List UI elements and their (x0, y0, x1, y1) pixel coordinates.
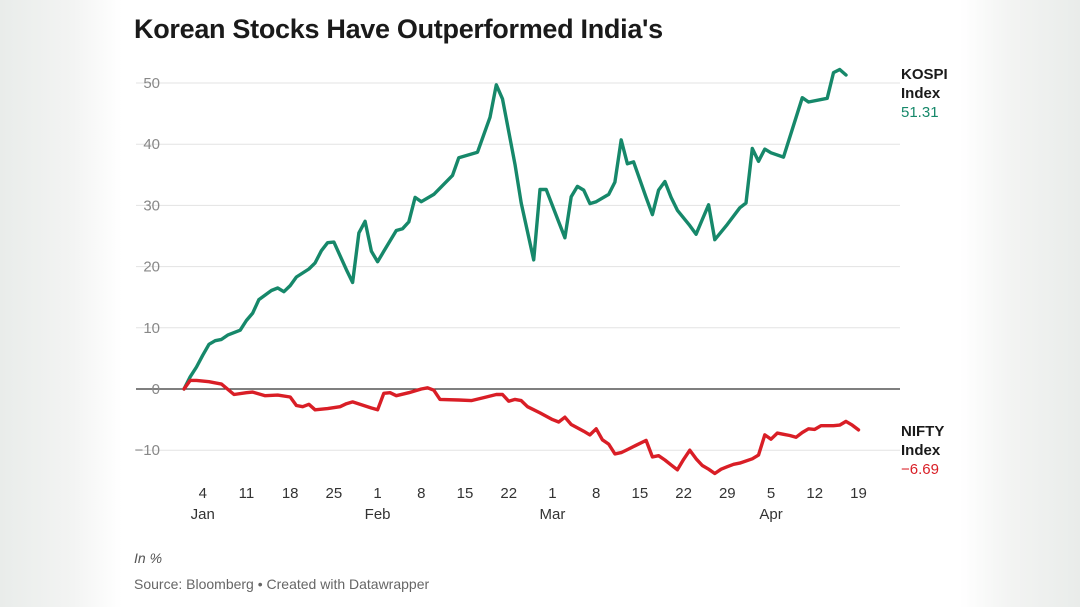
y-tick-label: 10 (143, 320, 160, 337)
series-name-label: KOSPI (901, 66, 948, 83)
x-tick-label: 19 (850, 485, 867, 502)
x-tick-label: 29 (719, 485, 736, 502)
y-tick-label: 50 (143, 75, 160, 92)
source-credit: Source: Bloomberg • Created with Datawra… (134, 576, 430, 592)
x-tick-label: 4 (199, 485, 207, 502)
nifty-line (182, 378, 861, 476)
x-month-label: Mar (540, 506, 566, 523)
chart-title: Korean Stocks Have Outperformed India's (134, 14, 663, 44)
x-tick-label: 12 (806, 485, 823, 502)
x-month-label: Feb (365, 506, 391, 523)
x-tick-label: 15 (632, 485, 649, 502)
x-tick-label: 22 (500, 485, 517, 502)
x-axis-ticks: 4 Jan 11 18 25 1 Feb 8 15 22 1 Mar 8 15 22 29 5 Apr 12 19 (191, 485, 867, 523)
series-last-value: 51.31 (901, 104, 939, 121)
x-month-label: Apr (759, 506, 782, 523)
x-tick-label: 8 (417, 485, 425, 502)
y-tick-label: 30 (143, 197, 160, 214)
series-name-label: Index (901, 442, 941, 459)
x-tick-label: 15 (457, 485, 474, 502)
series-labels: KOSPI Index 51.31 NIFTY Index −6.69 (901, 66, 948, 478)
series-name-label: Index (901, 85, 941, 102)
x-tick-label: 1 (548, 485, 556, 502)
y-tick-label: 20 (143, 259, 160, 276)
x-tick-label: 22 (675, 485, 692, 502)
y-tick-label: 40 (143, 136, 160, 153)
background-left-blur (0, 0, 122, 607)
y-tick-label: 0 (152, 381, 160, 398)
x-tick-label: 5 (767, 485, 775, 502)
series-lines (182, 67, 861, 476)
gridlines (136, 82, 900, 451)
y-tick-label: −10 (135, 442, 160, 459)
background-right-blur (960, 0, 1080, 607)
x-tick-label: 25 (326, 485, 343, 502)
x-tick-label: 18 (282, 485, 299, 502)
x-month-label: Jan (191, 506, 215, 523)
x-tick-label: 1 (373, 485, 381, 502)
kospi-line (182, 67, 848, 391)
unit-note: In % (134, 550, 163, 566)
series-name-label: NIFTY (901, 423, 944, 440)
series-last-value: −6.69 (901, 461, 939, 478)
y-axis-ticks: 50 40 30 20 10 0 −10 (135, 75, 160, 459)
x-tick-label: 11 (239, 485, 255, 502)
x-tick-label: 8 (592, 485, 600, 502)
